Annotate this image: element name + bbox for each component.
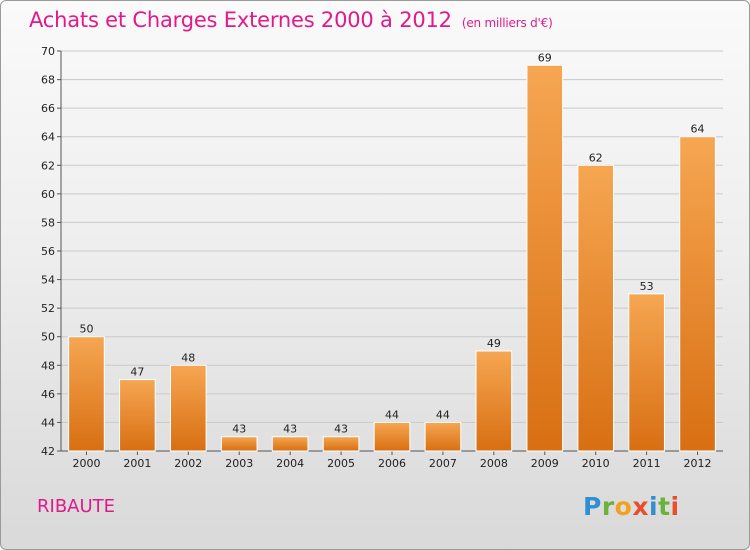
bar — [220, 436, 258, 452]
x-tick-label: 2004 — [276, 457, 304, 470]
x-tick-label: 2009 — [531, 457, 559, 470]
x-tick-label: 2012 — [684, 457, 712, 470]
x-tick-label: 2011 — [633, 457, 661, 470]
proxiti-logo: Proxiti — [583, 492, 680, 521]
x-tick-label: 2005 — [327, 457, 355, 470]
y-tick-label: 46 — [41, 388, 55, 401]
data-label: 50 — [79, 323, 93, 336]
x-tick-label: 2010 — [582, 457, 610, 470]
y-tick-label: 44 — [41, 416, 55, 429]
data-label: 43 — [283, 423, 297, 436]
y-tick-label: 70 — [41, 45, 55, 58]
data-label: 43 — [232, 423, 246, 436]
labels: 42 44 46 48 50 52 54 56 58 60 62 64 66 68 70 50 2000 47 20… — [41, 45, 712, 470]
y-tick-label: 48 — [41, 359, 55, 372]
x-tick-label: 2003 — [225, 457, 253, 470]
data-label: 44 — [385, 408, 399, 421]
data-label: 47 — [130, 366, 144, 379]
bar — [322, 436, 360, 452]
logo-letter: r — [601, 492, 615, 521]
data-label: 69 — [538, 51, 552, 64]
y-tick-label: 68 — [41, 74, 55, 87]
bar — [679, 136, 716, 452]
bar — [577, 164, 615, 452]
logo-letter: t — [658, 492, 671, 521]
commune-name: RIBAUTE — [37, 496, 116, 517]
bar — [475, 350, 513, 452]
x-tick-label: 2000 — [72, 457, 100, 470]
bar — [271, 436, 309, 452]
bar — [526, 64, 564, 452]
y-tick-label: 58 — [41, 216, 55, 229]
x-tick-label: 2001 — [123, 457, 151, 470]
logo-letter: x — [632, 492, 649, 521]
y-tick-label: 60 — [41, 188, 55, 201]
y-tick-label: 56 — [41, 245, 55, 258]
logo-letter: i — [670, 492, 680, 521]
data-label: 43 — [334, 423, 348, 436]
y-tick-label: 54 — [41, 274, 55, 287]
grid-lines — [61, 50, 723, 452]
x-tick-label: 2006 — [378, 457, 406, 470]
y-tick-label: 62 — [41, 159, 55, 172]
x-tick-label: 2002 — [174, 457, 202, 470]
logo-letter: P — [583, 492, 602, 521]
logo-letter: o — [614, 492, 633, 521]
data-label: 62 — [589, 151, 603, 164]
y-tick-label: 66 — [41, 102, 55, 115]
y-tick-label: 50 — [41, 331, 55, 344]
y-tick-label: 42 — [41, 445, 55, 458]
bar — [68, 336, 105, 452]
bar — [628, 293, 665, 452]
chart-title-text: Achats et Charges Externes 2000 à 2012 — [29, 8, 452, 32]
bar — [119, 379, 156, 452]
data-label: 49 — [487, 337, 501, 350]
axes — [57, 50, 723, 455]
bar — [424, 421, 462, 452]
chart-title: Achats et Charges Externes 2000 à 2012 (e… — [29, 8, 553, 32]
chart-unit: (en milliers d'€) — [461, 16, 553, 30]
bars — [68, 64, 716, 452]
y-tick-label: 64 — [41, 131, 55, 144]
bar — [169, 364, 207, 452]
logo-letter: i — [649, 492, 659, 521]
x-tick-label: 2007 — [429, 457, 457, 470]
data-label: 53 — [640, 280, 654, 293]
data-label: 44 — [436, 408, 450, 421]
data-label: 48 — [181, 351, 195, 364]
y-tick-label: 52 — [41, 302, 55, 315]
x-tick-label: 2008 — [480, 457, 508, 470]
bar — [373, 421, 411, 452]
data-label: 64 — [691, 123, 705, 136]
